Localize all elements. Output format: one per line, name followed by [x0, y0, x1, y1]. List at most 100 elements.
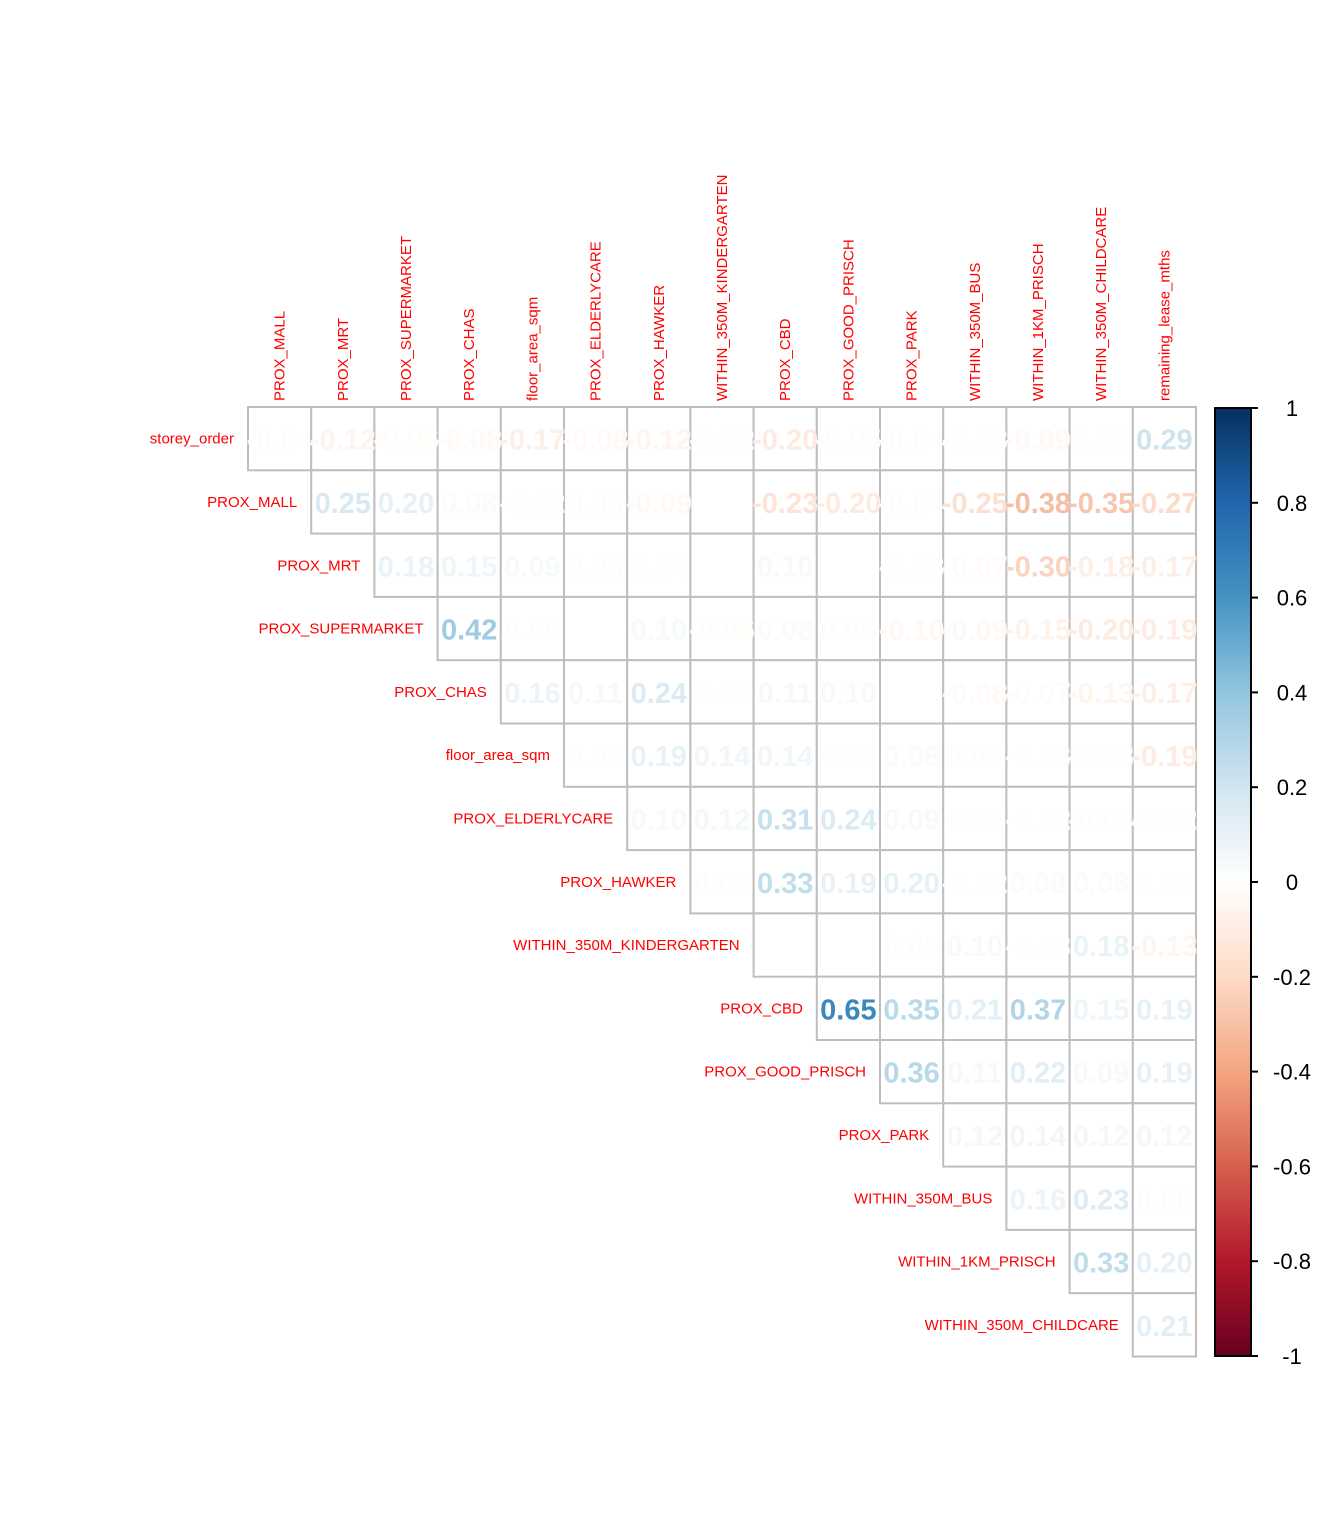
- cell-value: -0.38: [1005, 488, 1071, 520]
- cell-value: 0.04: [1136, 868, 1192, 900]
- row-label: PROX_HAWKER: [560, 874, 676, 891]
- cell-value: 0.01: [694, 551, 750, 583]
- cell-value: -0.05: [815, 425, 881, 457]
- matrix-cell: [942, 595, 1008, 662]
- colorbar-tick-label: -1: [1282, 1344, 1302, 1369]
- colorbar-tick-label: 1: [1286, 396, 1298, 421]
- cell-value: 0.14: [1010, 1121, 1066, 1153]
- cell-value: -0.19: [1131, 741, 1197, 773]
- cell-value: 0.08: [1073, 868, 1129, 900]
- matrix-cell: [499, 659, 565, 725]
- matrix-cell: [1131, 785, 1198, 852]
- cell-value: -0.02: [942, 868, 1008, 900]
- row-label: WITHIN_350M_KINDERGARTEN: [513, 937, 739, 954]
- column-label: WITHIN_350M_BUS: [967, 263, 984, 401]
- cell-value: -0.27: [1131, 488, 1197, 520]
- cell-value: 0.06: [820, 615, 876, 647]
- matrix-cell: [942, 975, 1008, 1042]
- row-label: PROX_MALL: [207, 494, 297, 511]
- cell-value: -0.13: [1068, 678, 1134, 710]
- matrix-cell: [310, 469, 376, 535]
- cell-value: -0.25: [942, 488, 1008, 520]
- matrix-cell: [752, 722, 818, 788]
- cell-value: 0.01: [883, 678, 939, 710]
- cell-value: 0.10: [757, 551, 813, 583]
- cell-value: 0.31: [757, 804, 813, 836]
- cell-value: 0.02: [820, 741, 876, 773]
- matrix-cell: [1131, 1039, 1198, 1105]
- row-label: WITHIN_350M_BUS: [854, 1190, 992, 1207]
- cell-value: 0.01: [694, 488, 750, 520]
- matrix-cell: [1131, 912, 1198, 978]
- matrix-cell: [1131, 532, 1198, 598]
- value-layer: -0.04-0.12-0.06-0.08-0.17-0.08-0.12-0.02…: [247, 425, 1198, 1343]
- cell-value: -0.08: [942, 678, 1008, 710]
- column-label: remaining_lease_mths: [1156, 250, 1173, 401]
- row-label: PROX_CBD: [720, 1000, 803, 1017]
- cell-value: 0.06: [567, 551, 623, 583]
- matrix-cell: [1131, 1102, 1198, 1168]
- matrix-cell: [563, 406, 629, 472]
- cell-value: 0.12: [694, 804, 750, 836]
- cell-value: -0.04: [879, 488, 945, 520]
- matrix-cell: [752, 912, 818, 978]
- cell-value: -0.17: [1131, 678, 1197, 710]
- cell-value: 0.19: [631, 741, 687, 773]
- matrix-cell: [1131, 595, 1198, 662]
- row-labels: storey_order PROX_MALL PROX_MRT PROX_SUPERM…: [150, 431, 1119, 1334]
- matrix-cell: [247, 406, 313, 472]
- column-label: PROX_GOOD_PRISCH: [840, 239, 857, 401]
- matrix-cell: [1131, 1228, 1198, 1295]
- row-label: PROX_SUPERMARKET: [259, 621, 424, 638]
- cell-value: -0.20: [752, 425, 818, 457]
- matrix-cell: [1005, 722, 1071, 788]
- cell-value: -0.03: [1068, 741, 1134, 773]
- cell-value: 0.08: [441, 488, 497, 520]
- column-label: PROX_CHAS: [461, 308, 478, 401]
- matrix-cell: [1131, 469, 1198, 535]
- matrix-cell: [1068, 849, 1134, 915]
- matrix-cell: [879, 595, 945, 662]
- column-label: PROX_MRT: [335, 318, 352, 401]
- cell-value: 0.23: [1073, 1184, 1129, 1216]
- cell-value: 0.19: [1136, 994, 1192, 1026]
- cell-value: -0.10: [879, 615, 945, 647]
- cell-value: -0.03: [879, 551, 945, 583]
- matrix-cell: [310, 406, 376, 472]
- cell-value: 0.01: [757, 931, 813, 963]
- row-label: PROX_MRT: [277, 557, 360, 574]
- matrix-cell: [879, 659, 945, 725]
- matrix-cell: [689, 849, 755, 915]
- cell-value: -0.04: [1068, 804, 1134, 836]
- matrix-cell: [689, 406, 755, 472]
- matrix-cell: [1005, 1102, 1071, 1168]
- cell-value: -0.06: [373, 425, 439, 457]
- row-label: PROX_ELDERLYCARE: [453, 810, 613, 827]
- cell-value: -0.07: [1005, 678, 1071, 710]
- colorbar-tick-label: -0.8: [1273, 1249, 1311, 1274]
- matrix-cell: [1005, 469, 1071, 535]
- cell-value: 0.20: [378, 488, 434, 520]
- matrix-cell: [626, 785, 692, 852]
- cell-value: -0.23: [752, 488, 818, 520]
- cell-value: -0.08: [436, 425, 502, 457]
- cell-value: 0.14: [757, 741, 813, 773]
- cell-value: -0.03: [1005, 931, 1071, 963]
- grid-layer: [247, 406, 1198, 1358]
- cell-value: -0.13: [1131, 931, 1197, 963]
- cell-value: -0.18: [1068, 551, 1134, 583]
- matrix-cell: [815, 532, 881, 598]
- cell-value: 0.15: [1073, 994, 1129, 1026]
- matrix-cell: [752, 785, 818, 852]
- matrix-cell: [1131, 722, 1198, 788]
- matrix-cell: [1068, 722, 1134, 788]
- matrix-cell: [499, 469, 565, 535]
- matrix-cell: [1005, 1165, 1071, 1231]
- cell-value: 0.00: [567, 615, 623, 647]
- cell-value: 0.05: [947, 741, 1003, 773]
- cell-value: 0.33: [757, 868, 813, 900]
- cell-value: 0.08: [1010, 868, 1066, 900]
- cell-value: 0.35: [883, 994, 939, 1026]
- cell-value: 0.08: [757, 615, 813, 647]
